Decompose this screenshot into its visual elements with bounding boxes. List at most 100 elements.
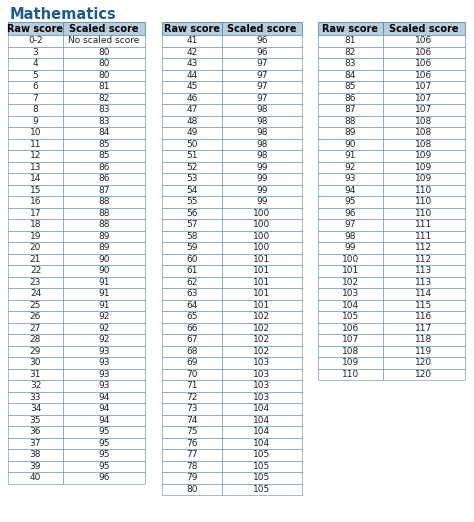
Text: 102: 102 [254,335,271,344]
Text: 98: 98 [256,105,268,114]
Text: 42: 42 [186,48,198,57]
Bar [162,392,222,403]
Bar [8,300,63,311]
Text: 26: 26 [30,312,41,321]
Text: 109: 109 [415,151,433,160]
Text: 109: 109 [415,163,433,172]
Text: 100: 100 [342,255,359,264]
Text: 80: 80 [98,48,110,57]
Bar [222,414,302,426]
Bar [383,35,465,46]
Text: 13: 13 [30,163,41,172]
Bar [383,277,465,288]
Bar [222,357,302,369]
Bar [162,161,222,173]
Text: 100: 100 [254,220,271,229]
Bar [8,369,63,380]
Bar [222,265,302,277]
Text: 94: 94 [98,416,109,425]
Text: 102: 102 [254,347,271,356]
Bar [162,184,222,196]
Bar [63,150,145,161]
Bar [318,81,383,92]
Text: 108: 108 [415,140,433,149]
Bar [383,173,465,184]
Bar [63,265,145,277]
Text: 82: 82 [98,94,109,103]
Text: 66: 66 [186,324,198,333]
Bar [222,208,302,219]
Bar [63,472,145,483]
Text: 27: 27 [30,324,41,333]
Bar [383,346,465,357]
Text: 65: 65 [186,312,198,321]
Bar [383,357,465,369]
Bar [162,173,222,184]
Bar [8,346,63,357]
Bar [63,58,145,69]
Text: 90: 90 [98,266,110,275]
Text: 55: 55 [186,197,198,206]
Text: 48: 48 [186,117,198,126]
Bar [318,288,383,300]
Bar [318,219,383,231]
Bar [222,173,302,184]
Bar [162,69,222,81]
Text: 103: 103 [342,289,359,298]
Bar [318,277,383,288]
Text: 112: 112 [415,243,433,252]
Bar [8,357,63,369]
Bar [162,231,222,242]
Bar [222,196,302,208]
Text: 52: 52 [186,163,198,172]
Bar [8,392,63,403]
Text: 97: 97 [345,220,356,229]
Bar [318,196,383,208]
Text: 93: 93 [98,381,110,390]
Text: 32: 32 [30,381,41,390]
Text: 88: 88 [98,220,110,229]
Text: 110: 110 [415,197,433,206]
Text: 77: 77 [186,450,198,459]
Text: 16: 16 [30,197,41,206]
Bar [63,242,145,254]
Text: Scaled score: Scaled score [389,23,459,33]
Bar [8,323,63,334]
Bar [63,346,145,357]
Text: 85: 85 [98,140,110,149]
Bar [318,208,383,219]
Text: 36: 36 [30,427,41,436]
Text: 76: 76 [186,439,198,448]
Text: 101: 101 [254,301,271,310]
Bar [222,323,302,334]
Text: 110: 110 [342,370,359,379]
Text: 50: 50 [186,140,198,149]
Bar [8,334,63,346]
Bar [318,184,383,196]
Text: 63: 63 [186,289,198,298]
Bar [222,288,302,300]
Text: Raw score: Raw score [322,23,379,33]
Text: 96: 96 [345,209,356,218]
Bar [162,104,222,115]
Text: 51: 51 [186,151,198,160]
Bar [318,92,383,104]
Text: 74: 74 [186,416,198,425]
Bar [318,311,383,323]
Bar [162,403,222,414]
Bar [222,58,302,69]
Bar [8,161,63,173]
Bar [8,380,63,392]
Bar [8,81,63,92]
Text: Mathematics: Mathematics [10,7,117,22]
Bar [8,288,63,300]
Bar [63,311,145,323]
Text: 104: 104 [254,427,271,436]
Text: 104: 104 [254,404,271,413]
Bar [318,300,383,311]
Text: No scaled score: No scaled score [68,36,140,45]
Bar [63,334,145,346]
Bar [222,346,302,357]
Bar [318,173,383,184]
Text: 107: 107 [415,82,433,91]
